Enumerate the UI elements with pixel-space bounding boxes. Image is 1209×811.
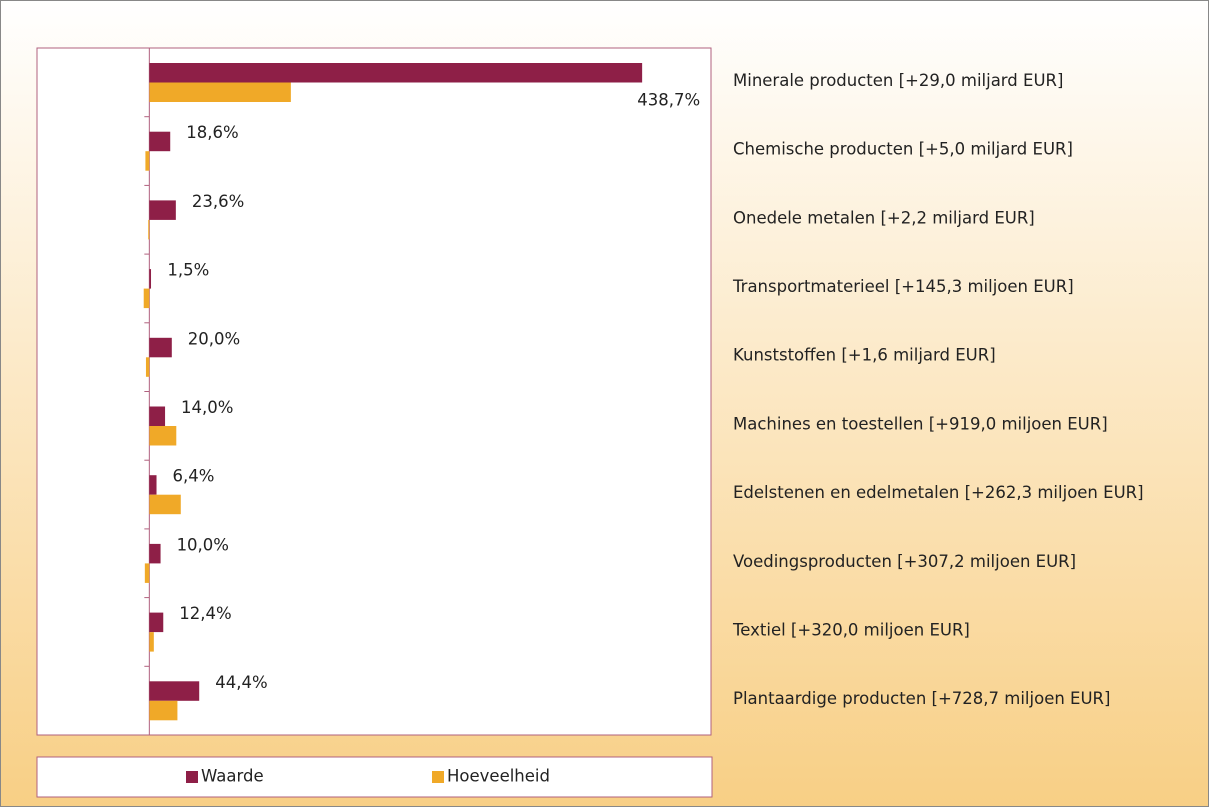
category-label: Textiel [+320,0 miljoen EUR] [732, 620, 970, 639]
bar [149, 337, 172, 358]
data-label: 1,5% [167, 261, 209, 280]
bar [144, 563, 150, 583]
bar [149, 475, 157, 495]
legend-label: Waarde [201, 767, 264, 786]
legend-swatch [432, 771, 444, 783]
category-label: Minerale producten [+29,0 miljard EUR] [733, 71, 1063, 90]
bar [149, 612, 164, 633]
data-label: 18,6% [186, 123, 238, 142]
bar [149, 632, 154, 652]
data-label: 23,6% [192, 192, 244, 211]
bar [149, 543, 161, 564]
bar [149, 494, 181, 515]
category-label: Machines en toestellen [+919,0 miljoen E… [733, 414, 1108, 433]
bar [149, 406, 166, 426]
category-label: Onedele metalen [+2,2 miljard EUR] [733, 208, 1035, 227]
plot-area [36, 47, 712, 736]
bar [148, 219, 150, 240]
data-label: 12,4% [179, 604, 231, 623]
data-label: 14,0% [181, 398, 233, 417]
category-label: Voedingsproducten [+307,2 miljoen EUR] [733, 552, 1076, 571]
data-label: 438,7% [637, 91, 700, 110]
category-label: Edelstenen en edelmetalen [+262,3 miljoe… [733, 483, 1144, 502]
bar [149, 681, 200, 701]
bar [149, 700, 178, 721]
data-label: 20,0% [188, 329, 240, 348]
legend-swatch [186, 771, 198, 783]
category-label: Transportmaterieel [+145,3 miljoen EUR] [732, 277, 1074, 296]
category-label: Kunststoffen [+1,6 miljard EUR] [733, 346, 996, 365]
category-label: Chemische producten [+5,0 miljard EUR] [733, 140, 1073, 159]
bar [145, 357, 150, 377]
legend-box [36, 756, 713, 798]
data-label: 44,4% [215, 673, 267, 692]
category-label: Plantaardige producten [+728,7 miljoen E… [733, 689, 1110, 708]
bar [145, 151, 150, 171]
bar [149, 82, 291, 102]
data-label: 6,4% [173, 467, 215, 486]
bar [143, 288, 150, 309]
bar [149, 131, 171, 152]
legend-label: Hoeveelheid [447, 767, 550, 786]
bar [149, 269, 152, 289]
bar [149, 200, 176, 220]
bar [149, 426, 177, 446]
bar [149, 63, 643, 83]
data-label: 10,0% [177, 535, 229, 554]
